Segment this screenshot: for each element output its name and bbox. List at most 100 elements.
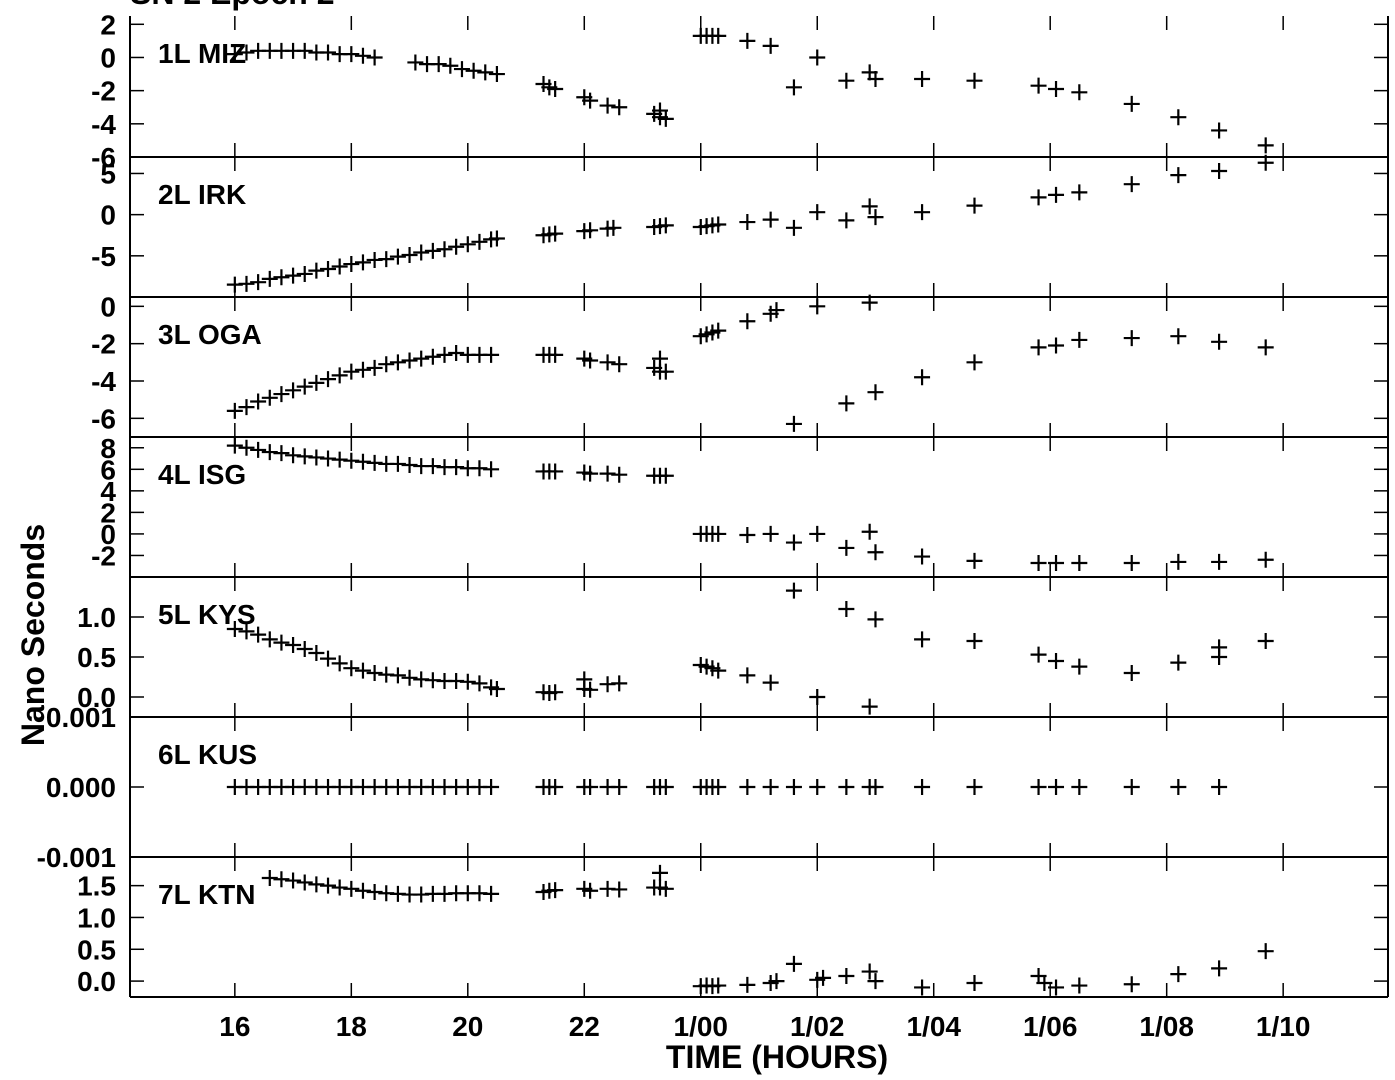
data-point [838, 539, 855, 556]
data-point [459, 673, 476, 690]
data-point [238, 399, 255, 416]
data-point [1170, 167, 1187, 184]
data-point [483, 885, 500, 902]
data-point [407, 54, 424, 71]
data-point [651, 864, 668, 881]
data-point [1030, 779, 1047, 795]
x-tick-label: 20 [452, 1011, 483, 1042]
data-point [547, 346, 564, 363]
y-tick-label: 0.5 [77, 642, 116, 673]
data-point [1257, 943, 1274, 960]
data-point [576, 671, 593, 688]
data-point [739, 527, 756, 543]
data-point [366, 359, 383, 376]
y-tick-label: 0 [100, 519, 116, 550]
data-point [285, 872, 302, 889]
data-point [389, 354, 406, 371]
data-point [285, 637, 302, 653]
data-point [448, 345, 465, 361]
panel-label: 5L KYS [158, 599, 256, 630]
x-axis: 16 18 20 22 1/00 1/02 1/04 1/06 1/08 1/10 [219, 1011, 1310, 1042]
data-point [861, 963, 878, 980]
x-tick-label: 1/10 [1256, 1011, 1311, 1042]
data-point [1257, 154, 1274, 171]
data-point [1048, 779, 1065, 795]
y-tick-label: 0.5 [77, 934, 116, 965]
panel-label: 4L ISG [158, 459, 246, 490]
data-point [739, 214, 756, 231]
data-point [1048, 186, 1065, 203]
data-point [809, 779, 826, 795]
x-tick-label: 16 [219, 1011, 250, 1042]
data-point [867, 779, 884, 795]
data-point [296, 641, 313, 657]
data-point [1048, 337, 1065, 354]
data-point [413, 244, 430, 261]
data-point [1257, 137, 1274, 154]
data-point [1211, 779, 1228, 795]
panel-2: 5 0 -5 2L IRK [91, 154, 1389, 298]
data-point [547, 225, 564, 242]
data-point [762, 674, 779, 691]
data-point [331, 655, 348, 672]
y-tick-label: -4 [91, 366, 116, 397]
data-point [657, 363, 674, 380]
panel-label: 3L OGA [158, 319, 262, 350]
data-point [1170, 966, 1187, 983]
data-point [710, 525, 727, 542]
chart-title: SN 2 Epoch 2 [130, 0, 335, 11]
y-axis-label: Nano Seconds [15, 524, 51, 746]
data-point [867, 544, 884, 561]
data-point [378, 356, 395, 373]
data-point [785, 219, 802, 236]
data-point [710, 779, 727, 795]
data-point [343, 46, 360, 63]
data-point [785, 415, 802, 432]
data-point [488, 681, 505, 697]
x-tick-label: 18 [336, 1011, 367, 1042]
y-tick-label: 0 [100, 42, 116, 73]
data-point [471, 675, 488, 692]
y-tick-label: 6 [100, 454, 116, 485]
data-point [465, 62, 482, 79]
data-point [483, 346, 500, 363]
data-point [914, 631, 931, 648]
data-point [343, 256, 360, 273]
data-point [354, 361, 371, 378]
data-point [250, 626, 267, 643]
data-point [582, 465, 599, 482]
panel-1: 20-2-4-61L MIZ [91, 9, 1389, 173]
data-point [785, 534, 802, 551]
data-point [867, 973, 884, 990]
data-point [1211, 163, 1228, 179]
y-tick-label: 2 [100, 9, 116, 40]
y-tick-label: -5 [91, 241, 116, 272]
data-point [250, 393, 267, 410]
data-point [611, 779, 628, 795]
data-point [261, 631, 278, 648]
data-point [785, 955, 802, 972]
data-point [1170, 779, 1187, 795]
data-point [320, 877, 337, 894]
data-point [320, 650, 337, 667]
data-point [1123, 176, 1140, 193]
y-tick-label: 4 [100, 476, 116, 507]
y-tick-label: 1.0 [77, 902, 116, 933]
data-point [1030, 646, 1047, 663]
data-point [547, 80, 564, 97]
data-point [966, 72, 983, 89]
data-point [710, 27, 727, 44]
data-point [1123, 555, 1140, 571]
data-point [477, 64, 494, 81]
data-point [611, 881, 628, 898]
data-point [838, 395, 855, 412]
data-point [296, 874, 313, 891]
data-point [401, 247, 418, 263]
data-point [1048, 80, 1065, 97]
y-tick-label: 1.0 [77, 602, 116, 633]
data-point [1257, 339, 1274, 356]
data-point [285, 267, 302, 284]
data-point [1211, 122, 1228, 139]
